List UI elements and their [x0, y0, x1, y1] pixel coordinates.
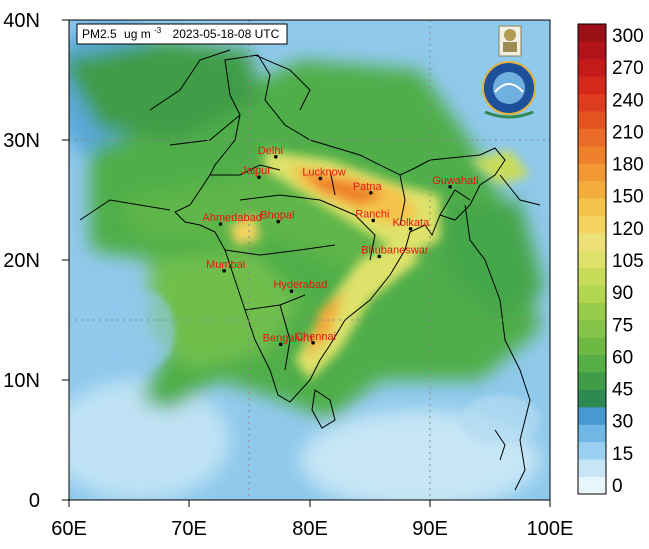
- city-marker: [318, 176, 323, 181]
- city-marker: [218, 222, 223, 226]
- city-label: Lucknow: [302, 166, 345, 178]
- city-marker: [448, 185, 452, 189]
- y-tick-label: 30N: [3, 130, 40, 152]
- city-layer: Delhi Jaipur Lucknow Patna Guwahati Ahmedabad…: [203, 145, 479, 347]
- x-tick-label: 70E: [171, 518, 207, 540]
- colorbar-swatch: [578, 459, 606, 477]
- x-tick-label: 100E: [527, 518, 574, 540]
- city-marker: [311, 341, 315, 345]
- city-marker: [276, 219, 281, 224]
- colorbar-label: 0: [612, 476, 623, 497]
- city-label: Mumbai: [206, 259, 245, 271]
- city-label: Chennai: [295, 331, 336, 343]
- city-marker: [222, 269, 226, 273]
- colorbar-swatch: [578, 441, 606, 460]
- colorbar-label: 45: [612, 380, 633, 401]
- colorbar-label: 30: [612, 412, 633, 433]
- city-label: Bhubaneswar: [361, 244, 429, 256]
- colorbar-label: 90: [612, 283, 633, 304]
- colorbar-swatch: [578, 406, 606, 425]
- city-marker: [369, 191, 373, 195]
- colorbar-swatch: [578, 58, 606, 77]
- x-tick-label: 80E: [292, 518, 328, 540]
- city-marker: [371, 218, 376, 223]
- city-label: Guwahati: [432, 175, 478, 187]
- colorbar-swatch: [578, 424, 606, 443]
- city-label: Kolkata: [393, 217, 431, 229]
- axis-ticks: [62, 19, 551, 507]
- y-tick-label: 10N: [3, 370, 40, 392]
- colorbar-swatch: [578, 198, 606, 216]
- colorbar-label: 60: [612, 347, 633, 368]
- colorbar-frame: [577, 23, 607, 495]
- colorbar-swatch: [578, 111, 606, 129]
- colorbar-swatch: [578, 215, 606, 234]
- colorbar-swatch: [578, 319, 606, 338]
- city-label: Ranchi: [355, 208, 389, 220]
- colorbar-label: 105: [612, 251, 644, 272]
- colorbar-swatch: [578, 163, 606, 182]
- city-marker: [274, 155, 278, 159]
- city-label: Jaipur: [241, 165, 271, 177]
- dashed-graticule: [69, 20, 550, 500]
- title-unit: ug m: [124, 27, 151, 41]
- colorbar-swatch: [578, 250, 606, 269]
- city-label: Patna: [353, 181, 383, 193]
- colorbar-swatch: [578, 389, 606, 408]
- y-tick-label: 0: [29, 490, 40, 512]
- colorbar-swatch: [578, 476, 606, 495]
- imd-logo: [482, 61, 536, 119]
- y-tick-label: 40N: [3, 10, 40, 32]
- boundary-lines: [79, 49, 541, 491]
- colorbar-swatch: [578, 267, 606, 286]
- colorbar-label: 150: [612, 187, 644, 208]
- colorbar-swatch: [578, 93, 606, 112]
- colorbar-swatch: [578, 337, 606, 356]
- colorbar-swatch: [578, 128, 606, 147]
- city-marker: [408, 227, 413, 231]
- city-label: Hyderabad: [273, 279, 327, 291]
- pm25-field: [69, 20, 550, 500]
- city-marker: [278, 342, 283, 347]
- colorbar-label: 120: [612, 219, 644, 240]
- emblem-logo: [498, 25, 522, 57]
- colorbar-swatch: [578, 232, 606, 251]
- colorbar-swatch: [578, 24, 606, 42]
- colorbar-label: 15: [612, 444, 633, 465]
- city-marker: [257, 175, 261, 179]
- colorbar-swatch: [578, 41, 606, 60]
- title-unit-exponent: -3: [154, 26, 162, 35]
- city-label: Bhopal: [260, 210, 294, 222]
- x-tick-labels: 60E 70E 80E 90E 100E: [51, 518, 573, 540]
- colorbar-label: 75: [612, 315, 633, 336]
- city-label: Ahmedabad: [203, 212, 262, 224]
- x-tick-label: 60E: [51, 518, 87, 540]
- colorbar-swatch: [578, 354, 606, 373]
- x-tick-label: 90E: [412, 518, 448, 540]
- colorbar-swatch: [578, 372, 606, 390]
- city-marker: [289, 289, 294, 294]
- title-time: 2023-05-18-08 UTC: [173, 27, 280, 41]
- title-variable: PM2.5: [82, 27, 117, 41]
- city-label: Delhi: [258, 145, 283, 157]
- colorbar-swatch: [578, 285, 606, 303]
- colorbar-label: 180: [612, 155, 644, 176]
- city-label: Bengaluru: [263, 332, 313, 344]
- colorbar-swatch: [578, 76, 606, 95]
- y-tick-labels: 40N 30N 20N 10N 0: [3, 10, 40, 512]
- colorbar-swatch: [578, 145, 606, 164]
- colorbar-label: 300: [612, 26, 644, 47]
- colorbar-label: 270: [612, 58, 644, 79]
- colorbar-label: 240: [612, 90, 644, 111]
- colorbar-label: 210: [612, 122, 644, 143]
- colorbar-swatch: [578, 180, 606, 199]
- title-box: PM2.5 ug m -3 2023-05-18-08 UTC: [76, 22, 288, 45]
- y-tick-label: 20N: [3, 250, 40, 272]
- city-marker: [377, 254, 382, 259]
- colorbar-swatch: [578, 302, 606, 321]
- svg-text:PM2.5 ug m -3: PM2.5 ug m -3 2023-05-18-08 UTC: [82, 22, 280, 41]
